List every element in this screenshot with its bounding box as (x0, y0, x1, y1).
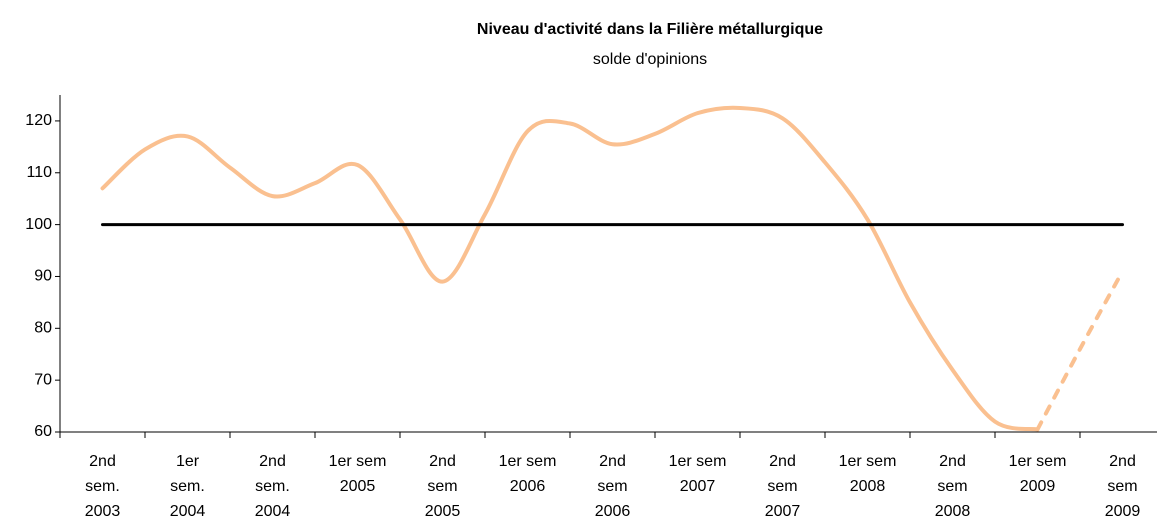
x-tick-label: 2nd sem 2006 (594, 453, 631, 520)
data-line (1035, 269, 1125, 432)
x-tick-label: 1er sem 2005 (328, 453, 387, 495)
y-tick-label: 120 (25, 112, 52, 129)
y-tick-label: 70 (34, 371, 52, 388)
x-tick-label: 2nd sem. 2004 (254, 453, 291, 520)
x-tick-label: 1er sem 2006 (498, 453, 557, 495)
x-tick-label: 1er sem 2007 (668, 453, 727, 495)
x-tick-label: 1er sem 2009 (1008, 453, 1067, 495)
x-tick-label: 1er sem 2008 (838, 453, 897, 495)
x-tick-label: 2nd sem. 2003 (84, 453, 121, 520)
x-tick-label: 2nd sem 2009 (1104, 453, 1141, 520)
y-tick-label: 60 (34, 423, 52, 440)
x-tick-label: 1er sem. 2004 (169, 453, 206, 520)
chart-subtitle: solde d'opinions (593, 51, 707, 68)
x-tick-label: 2nd sem 2008 (934, 453, 971, 520)
x-tick-label: 2nd sem 2007 (764, 453, 801, 520)
y-tick-label: 90 (34, 268, 52, 285)
chart-title: Niveau d'activité dans la Filière métall… (477, 21, 823, 38)
y-tick-label: 100 (25, 216, 52, 233)
y-tick-label: 80 (34, 320, 52, 337)
x-tick-label: 2nd sem 2005 (424, 453, 461, 520)
data-line (100, 105, 1040, 432)
y-tick-label: 110 (26, 164, 52, 181)
